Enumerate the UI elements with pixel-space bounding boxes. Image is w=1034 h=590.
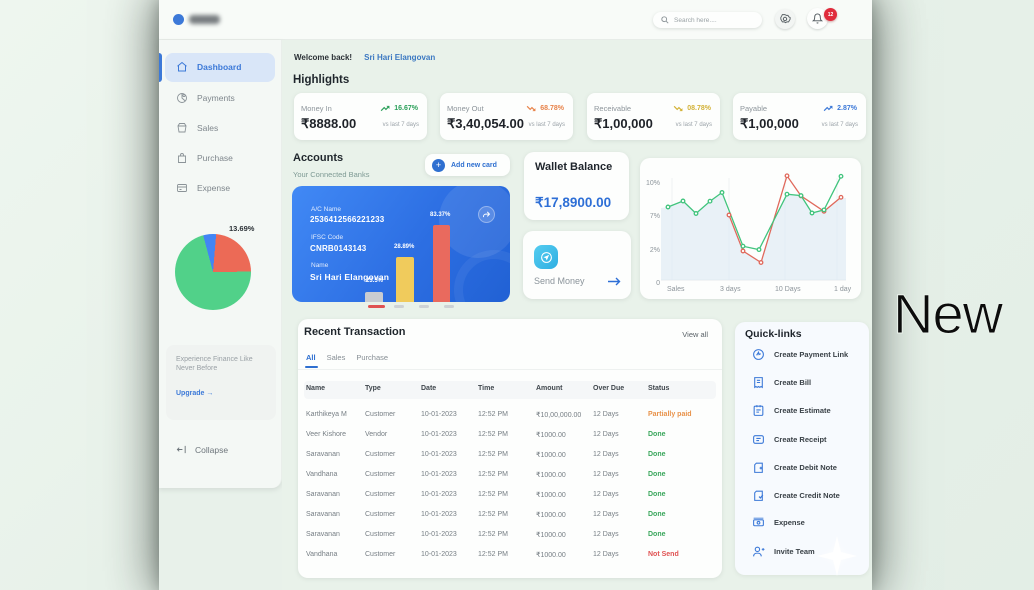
svg-text:7%: 7% — [650, 213, 660, 220]
svg-text:3 days: 3 days — [720, 286, 741, 293]
svg-text:1 day: 1 day — [834, 286, 852, 293]
svg-text:10 Days: 10 Days — [775, 286, 801, 293]
svg-text:Sales: Sales — [667, 286, 685, 293]
svg-text:2%: 2% — [650, 247, 660, 254]
svg-text:10%: 10% — [646, 180, 660, 187]
svg-text:0: 0 — [656, 280, 660, 287]
